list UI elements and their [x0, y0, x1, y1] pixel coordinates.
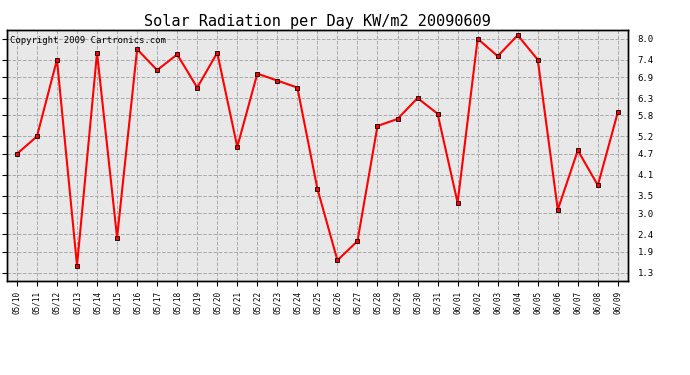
Title: Solar Radiation per Day KW/m2 20090609: Solar Radiation per Day KW/m2 20090609 [144, 14, 491, 29]
Text: Copyright 2009 Cartronics.com: Copyright 2009 Cartronics.com [10, 36, 166, 45]
